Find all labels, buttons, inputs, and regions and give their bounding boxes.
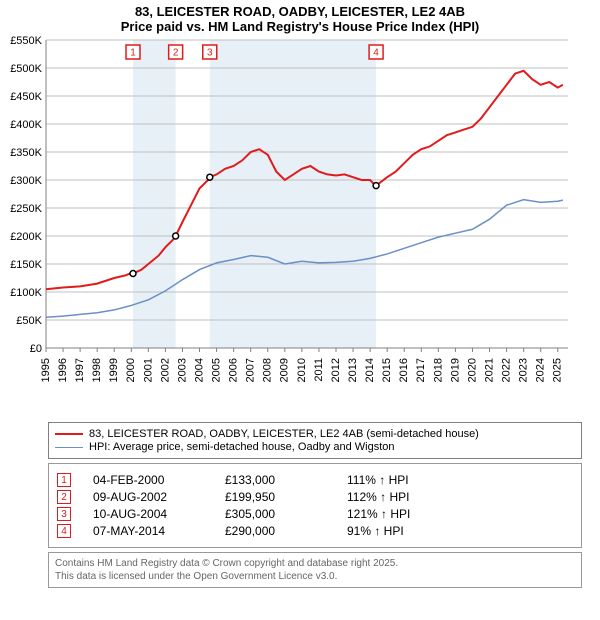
svg-text:2025: 2025 <box>552 358 564 382</box>
svg-text:1996: 1996 <box>57 358 69 382</box>
svg-text:2002: 2002 <box>159 358 171 382</box>
sales-table: 1 04-FEB-2000 £133,000 111% ↑ HPI 2 09-AUG-20… <box>48 463 582 548</box>
legend-row: 83, LEICESTER ROAD, OADBY, LEICESTER, LE… <box>55 428 575 440</box>
svg-text:2017: 2017 <box>415 358 427 382</box>
legend-row: HPI: Average price, semi-detached house,… <box>55 441 575 453</box>
svg-text:2014: 2014 <box>364 358 376 382</box>
svg-text:2019: 2019 <box>449 358 461 382</box>
svg-text:2023: 2023 <box>518 358 530 382</box>
svg-text:2008: 2008 <box>262 358 274 382</box>
svg-text:2004: 2004 <box>193 358 205 382</box>
table-marker: 2 <box>57 490 71 504</box>
table-date: 10-AUG-2004 <box>93 507 203 521</box>
svg-text:£550K: £550K <box>10 36 42 47</box>
svg-text:2018: 2018 <box>432 358 444 382</box>
svg-text:2011: 2011 <box>313 358 325 382</box>
table-row: 4 07-MAY-2014 £290,000 91% ↑ HPI <box>57 524 573 538</box>
svg-text:£150K: £150K <box>10 259 42 271</box>
svg-text:£300K: £300K <box>10 175 42 187</box>
table-pct: 112% ↑ HPI <box>347 490 409 504</box>
table-row: 2 09-AUG-2002 £199,950 112% ↑ HPI <box>57 490 573 504</box>
svg-text:2024: 2024 <box>535 358 547 382</box>
svg-text:2021: 2021 <box>483 358 495 382</box>
svg-text:£250K: £250K <box>10 203 42 215</box>
svg-text:1997: 1997 <box>74 358 86 382</box>
svg-text:2005: 2005 <box>210 358 222 382</box>
title-block: 83, LEICESTER ROAD, OADBY, LEICESTER, LE… <box>0 0 600 36</box>
legend-label: HPI: Average price, semi-detached house,… <box>89 441 395 453</box>
footer: Contains HM Land Registry data © Crown c… <box>48 552 582 588</box>
svg-text:2001: 2001 <box>142 358 154 382</box>
svg-text:£50K: £50K <box>16 315 42 327</box>
legend-swatch <box>55 433 83 435</box>
legend-label: 83, LEICESTER ROAD, OADBY, LEICESTER, LE… <box>89 428 479 440</box>
svg-text:2015: 2015 <box>381 358 393 382</box>
title-line-1: 83, LEICESTER ROAD, OADBY, LEICESTER, LE… <box>0 4 600 19</box>
table-price: £199,950 <box>225 490 325 504</box>
chart-svg: £0 £50K £100K £150K £200K £250K £300K £350K £400… <box>8 36 578 416</box>
svg-text:2: 2 <box>173 48 179 59</box>
svg-text:£450K: £450K <box>10 91 42 103</box>
svg-text:2009: 2009 <box>279 358 291 382</box>
title-line-2: Price paid vs. HM Land Registry's House … <box>0 19 600 34</box>
table-date: 07-MAY-2014 <box>93 524 203 538</box>
table-pct: 91% ↑ HPI <box>347 524 404 538</box>
legend-swatch <box>55 447 83 448</box>
svg-text:£0: £0 <box>30 343 42 355</box>
svg-text:2007: 2007 <box>245 358 257 382</box>
svg-text:1999: 1999 <box>108 358 120 382</box>
table-marker: 1 <box>57 473 71 487</box>
svg-text:2020: 2020 <box>466 358 478 382</box>
footer-line-2: This data is licensed under the Open Gov… <box>55 570 575 583</box>
svg-text:1: 1 <box>130 48 136 59</box>
svg-text:2010: 2010 <box>296 358 308 382</box>
chart: £0 £50K £100K £150K £200K £250K £300K £350K £400… <box>8 36 578 416</box>
table-price: £133,000 <box>225 473 325 487</box>
svg-text:£350K: £350K <box>10 147 42 159</box>
svg-text:4: 4 <box>373 48 379 59</box>
table-pct: 111% ↑ HPI <box>347 473 409 487</box>
footer-line-1: Contains HM Land Registry data © Crown c… <box>55 557 575 570</box>
table-row: 3 10-AUG-2004 £305,000 121% ↑ HPI <box>57 507 573 521</box>
svg-text:2006: 2006 <box>228 358 240 382</box>
table-price: £290,000 <box>225 524 325 538</box>
svg-text:3: 3 <box>207 48 213 59</box>
table-marker: 3 <box>57 507 71 521</box>
svg-text:2012: 2012 <box>330 358 342 382</box>
table-marker: 4 <box>57 524 71 538</box>
table-date: 04-FEB-2000 <box>93 473 203 487</box>
svg-text:2000: 2000 <box>125 358 137 382</box>
svg-text:2022: 2022 <box>500 358 512 382</box>
svg-text:£500K: £500K <box>10 63 42 75</box>
svg-text:£100K: £100K <box>10 287 42 299</box>
svg-text:1998: 1998 <box>91 358 103 382</box>
svg-text:2003: 2003 <box>176 358 188 382</box>
svg-text:£200K: £200K <box>10 231 42 243</box>
page-container: 83, LEICESTER ROAD, OADBY, LEICESTER, LE… <box>0 0 600 588</box>
svg-text:£400K: £400K <box>10 119 42 131</box>
table-price: £305,000 <box>225 507 325 521</box>
table-date: 09-AUG-2002 <box>93 490 203 504</box>
table-row: 1 04-FEB-2000 £133,000 111% ↑ HPI <box>57 473 573 487</box>
svg-text:2013: 2013 <box>347 358 359 382</box>
legend: 83, LEICESTER ROAD, OADBY, LEICESTER, LE… <box>48 422 582 459</box>
table-pct: 121% ↑ HPI <box>347 507 410 521</box>
svg-text:2016: 2016 <box>398 358 410 382</box>
svg-text:1995: 1995 <box>40 358 52 382</box>
